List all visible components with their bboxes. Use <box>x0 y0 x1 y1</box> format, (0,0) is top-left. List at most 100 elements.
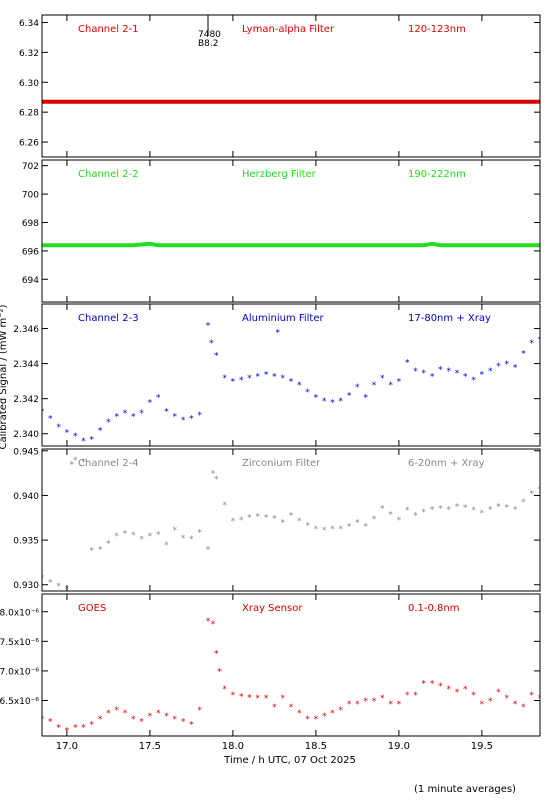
data-point: * <box>463 372 468 382</box>
data-point: * <box>280 374 285 384</box>
y-tick-label: 7.5x10⁻⁶ <box>0 638 39 648</box>
data-point: * <box>305 715 310 725</box>
data-point: * <box>529 489 534 499</box>
panel-2: 694 696 698 700 702 Channel 2-2 Herzberg Filte… <box>22 159 541 303</box>
data-point: * <box>455 503 460 513</box>
panel-4: * * *** ** *** * * * * **** ******* * * * * * *** * * * * * * *… <box>13 447 541 592</box>
data-point: * <box>380 694 385 704</box>
data-point: * <box>181 416 186 426</box>
data-point: * <box>222 374 227 384</box>
data-point: * <box>214 475 219 485</box>
data-point: * <box>156 530 161 540</box>
data-point: * <box>438 504 443 514</box>
data-point: * <box>239 376 244 386</box>
data-point: * <box>264 513 269 523</box>
y-tick-label: 696 <box>22 247 39 257</box>
data-point: * <box>156 393 161 403</box>
data-point: * <box>206 322 211 332</box>
data-point: * <box>280 694 285 704</box>
data-point: * <box>98 715 103 725</box>
data-point: * <box>322 397 327 407</box>
data-point: * <box>513 364 518 374</box>
data-point: * <box>480 700 485 710</box>
data-point: * <box>272 372 277 382</box>
x-tick-label: 18.0 <box>222 741 244 752</box>
data-point: * <box>81 458 86 468</box>
panel-label-2: Herzberg Filter <box>242 169 317 180</box>
data-point: * <box>463 504 468 514</box>
data-point: * <box>139 409 144 419</box>
data-point: * <box>272 514 277 524</box>
data-point: * <box>123 529 128 539</box>
data-point: * <box>521 498 526 508</box>
data-point: * <box>189 535 194 545</box>
data-point: * <box>231 517 236 527</box>
data-point: * <box>164 712 169 722</box>
y-tick-label: 702 <box>22 162 39 172</box>
data-point: * <box>297 517 302 527</box>
data-point: * <box>422 369 427 379</box>
data-point: * <box>397 378 402 388</box>
y-tick-label: 6.5x10⁻⁶ <box>0 697 39 707</box>
data-point: * <box>256 694 261 704</box>
y-tick-label: 8.0x10⁻⁶ <box>0 608 39 618</box>
panel-frame <box>41 303 541 447</box>
series-group <box>42 241 540 248</box>
data-point: * <box>529 691 534 701</box>
panel-5: * ** * * *** * ** ** * * * * *** ***** * * * ****** * * * ** *… <box>0 593 541 737</box>
panel-3: **** ** **** * * ***** * * ***** * * * * * *** * *** * * **… <box>13 303 543 447</box>
panel-label-2: Lyman-alpha Filter <box>242 24 335 35</box>
y-tick-label: 2.342 <box>13 395 39 405</box>
panel-label-3: 0.1-0.8nm <box>408 603 460 614</box>
y-tick-label: 0.930 <box>13 581 39 591</box>
data-point: * <box>496 688 501 698</box>
data-point: * <box>40 574 45 584</box>
data-point: * <box>505 360 510 370</box>
data-point: * <box>355 700 360 710</box>
data-point: * <box>173 715 178 725</box>
data-point: * <box>70 461 75 471</box>
data-point: * <box>65 428 70 438</box>
data-point: * <box>297 381 302 391</box>
data-point: * <box>446 685 451 695</box>
data-point: * <box>289 703 294 713</box>
data-point: * <box>211 470 216 480</box>
data-point: * <box>339 706 344 716</box>
data-point: * <box>372 515 377 525</box>
panel-frame <box>41 448 541 592</box>
data-point: * <box>181 534 186 544</box>
data-point: * <box>239 516 244 526</box>
data-point: * <box>206 617 211 627</box>
data-point: * <box>322 712 327 722</box>
data-point: * <box>330 709 335 719</box>
data-point: * <box>397 700 402 710</box>
data-point: * <box>488 367 493 377</box>
data-point: * <box>380 374 385 384</box>
panel-label-3: 17-80nm + Xray <box>408 313 491 324</box>
data-point: * <box>206 546 211 556</box>
data-point: * <box>297 709 302 719</box>
data-point: * <box>405 358 410 368</box>
data-point: * <box>305 521 310 531</box>
data-point: * <box>40 715 45 725</box>
data-point: * <box>280 519 285 529</box>
data-point: * <box>123 709 128 719</box>
data-point: * <box>214 351 219 361</box>
data-point: * <box>56 582 61 592</box>
data-point: * <box>90 546 95 556</box>
data-point: * <box>538 336 543 346</box>
data-point: * <box>106 418 111 428</box>
data-point: * <box>438 682 443 692</box>
data-point: * <box>397 516 402 526</box>
data-point: * <box>131 413 136 423</box>
data-point: * <box>48 718 53 728</box>
data-point: * <box>471 506 476 516</box>
panel-label-3: 120-123nm <box>408 24 466 35</box>
data-point: * <box>289 378 294 388</box>
data-point: * <box>471 376 476 386</box>
data-point: * <box>388 381 393 391</box>
x-tick-label: 18.5 <box>305 741 327 752</box>
data-point: * <box>214 650 219 660</box>
data-point: * <box>529 339 534 349</box>
data-point: * <box>388 700 393 710</box>
